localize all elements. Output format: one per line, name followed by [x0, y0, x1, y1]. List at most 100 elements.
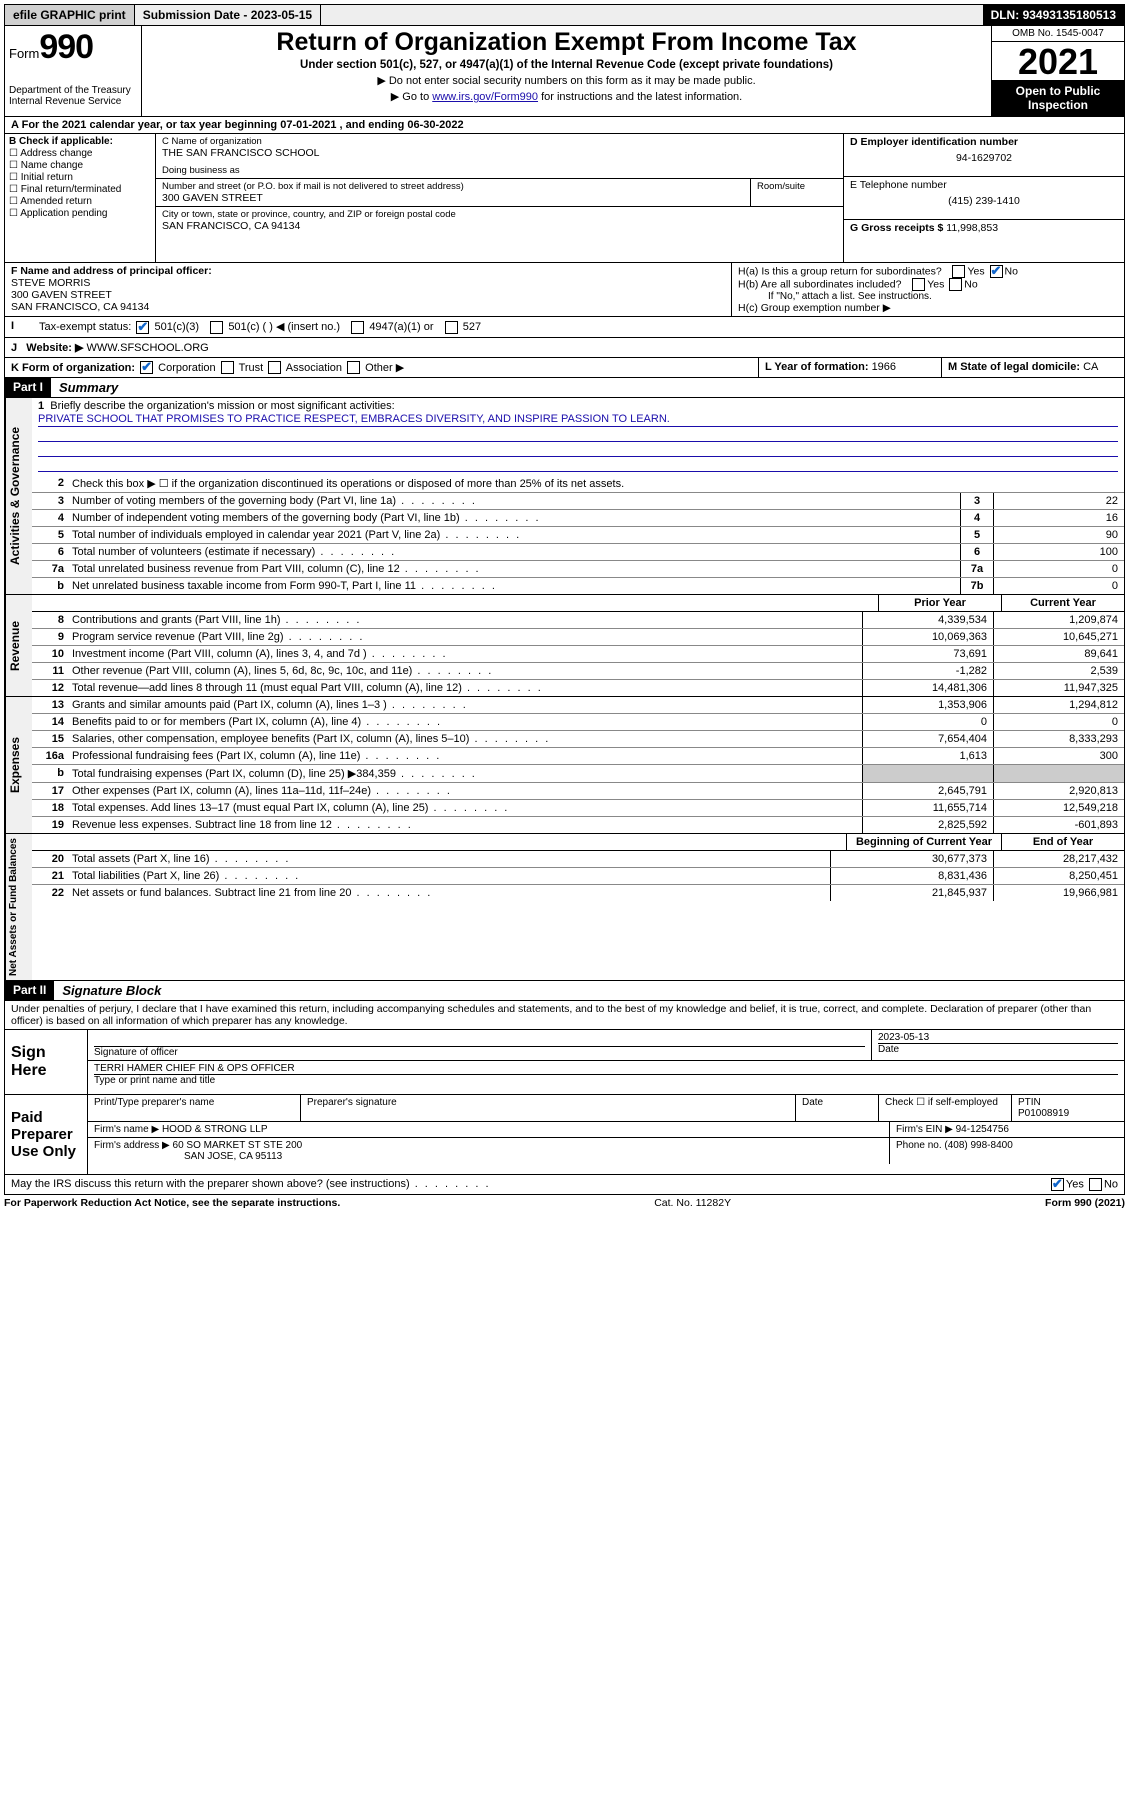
chk-address[interactable]: ☐ Address change — [9, 148, 151, 159]
prep-sig-lbl: Preparer's signature — [301, 1095, 796, 1121]
chk-amended[interactable]: ☐ Amended return — [9, 196, 151, 207]
firm-phone-lbl: Phone no. — [896, 1140, 944, 1151]
chk-application[interactable]: ☐ Application pending — [9, 208, 151, 219]
box-k: K Form of organization: Corporation Trus… — [5, 358, 758, 378]
header-left: Form990 Department of the Treasury Inter… — [5, 26, 142, 116]
street-row: Number and street (or P.O. box if mail i… — [156, 179, 843, 207]
note-link: ▶ Go to www.irs.gov/Form990 for instruct… — [148, 90, 985, 103]
firm-addr1: 60 SO MARKET ST STE 200 — [173, 1140, 303, 1151]
discuss-no[interactable] — [1089, 1178, 1102, 1191]
chk-name[interactable]: ☐ Name change — [9, 160, 151, 171]
k-other: Other ▶ — [365, 362, 404, 374]
box-e: E Telephone number (415) 239-1410 — [844, 177, 1124, 220]
hb-yes[interactable] — [912, 278, 925, 291]
chk-assoc[interactable] — [268, 361, 281, 374]
ptin-lbl: PTIN — [1018, 1097, 1041, 1108]
paid-prep-lbl: Paid Preparer Use Only — [5, 1095, 88, 1174]
declaration: Under penalties of perjury, I declare th… — [5, 1001, 1124, 1029]
firm-phone-cell: Phone no. (408) 998-8400 — [890, 1138, 1124, 1164]
submission-date: Submission Date - 2023-05-15 — [135, 5, 321, 25]
net-body: Beginning of Current Year End of Year 20… — [32, 834, 1124, 980]
discuss-yes[interactable] — [1051, 1178, 1064, 1191]
part2-header: Part II Signature Block — [4, 981, 1125, 1001]
org-name-row: C Name of organization THE SAN FRANCISCO… — [156, 134, 843, 179]
self-emp[interactable]: Check ☐ if self-employed — [879, 1095, 1012, 1121]
preparer-grid: Paid Preparer Use Only Print/Type prepar… — [5, 1094, 1124, 1174]
street-lbl: Number and street (or P.O. box if mail i… — [162, 181, 744, 192]
prior-hdr: Prior Year — [878, 595, 1001, 611]
period-b: , and ending — [336, 119, 407, 131]
ha-yes[interactable] — [952, 265, 965, 278]
vtab-net: Net Assets or Fund Balances — [5, 834, 32, 980]
dba-lbl: Doing business as — [162, 165, 837, 176]
chk-4947[interactable] — [351, 321, 364, 334]
signature-area: Under penalties of perjury, I declare th… — [4, 1001, 1125, 1175]
note-ssn: ▶ Do not enter social security numbers o… — [148, 74, 985, 87]
hc: H(c) Group exemption number ▶ — [738, 302, 1118, 314]
summary-line: 16aProfessional fundraising fees (Part I… — [32, 748, 1124, 765]
submission-label: Submission Date - — [143, 8, 251, 22]
m-lbl: M State of legal domicile: — [948, 361, 1083, 373]
sign-fields: Signature of officer 2023-05-13 Date TER… — [88, 1030, 1124, 1094]
type-name-lbl: Type or print name and title — [94, 1074, 1118, 1086]
mission-blank3 — [38, 458, 1118, 472]
footer-mid: Cat. No. 11282Y — [340, 1197, 1045, 1209]
gross-lbl: G Gross receipts $ — [850, 222, 946, 234]
firm-name-cell: Firm's name ▶ HOOD & STRONG LLP — [88, 1122, 890, 1137]
box-l: L Year of formation: 1966 — [758, 358, 941, 378]
summary-line: 22Net assets or fund balances. Subtract … — [32, 885, 1124, 901]
summary-line: 15Salaries, other compensation, employee… — [32, 731, 1124, 748]
o2: 501(c) ( ) ◀ (insert no.) — [228, 321, 340, 333]
chk-trust[interactable] — [221, 361, 234, 374]
summary-line: 3Number of voting members of the governi… — [32, 493, 1124, 510]
prep-name-lbl: Print/Type preparer's name — [88, 1095, 301, 1121]
row-ij: I Tax-exempt status: 501(c)(3) 501(c) ( … — [4, 317, 1125, 338]
mission-blank2 — [38, 443, 1118, 457]
box-f: F Name and address of principal officer:… — [5, 263, 732, 316]
chk-final-lbl: Final return/terminated — [21, 184, 122, 195]
city-lbl: City or town, state or province, country… — [162, 209, 837, 220]
ha-no[interactable] — [990, 265, 1003, 278]
irs-link[interactable]: www.irs.gov/Form990 — [432, 91, 538, 103]
line2: 2Check this box ▶ ☐ if the organization … — [32, 475, 1124, 493]
summary-line: 10Investment income (Part VIII, column (… — [32, 646, 1124, 663]
chk-other[interactable] — [347, 361, 360, 374]
rev-body: Prior Year Current Year 8Contributions a… — [32, 595, 1124, 696]
submission-value: 2023-05-15 — [251, 8, 312, 22]
org-name: THE SAN FRANCISCO SCHOOL — [162, 147, 837, 159]
form-title: Return of Organization Exempt From Incom… — [148, 28, 985, 57]
o4: 527 — [463, 321, 481, 333]
footer: For Paperwork Reduction Act Notice, see … — [4, 1195, 1125, 1211]
sig-officer-cell: Signature of officer — [88, 1030, 872, 1060]
hb-no[interactable] — [949, 278, 962, 291]
officer-street: 300 GAVEN STREET — [11, 289, 112, 301]
chk-501c[interactable] — [210, 321, 223, 334]
summary-line: bNet unrelated business taxable income f… — [32, 578, 1124, 594]
begin-hdr: Beginning of Current Year — [846, 834, 1001, 850]
ptin-val: P01008919 — [1018, 1108, 1069, 1119]
chk-addr-lbl: Address change — [20, 148, 92, 159]
chk-527[interactable] — [445, 321, 458, 334]
efile-print-button[interactable]: efile GRAPHIC print — [5, 5, 135, 25]
city-row: City or town, state or province, country… — [156, 207, 843, 234]
k-lbl: K Form of organization: — [11, 362, 135, 374]
dept-treasury: Department of the Treasury — [9, 85, 137, 96]
sig-date-cell: 2023-05-13 Date — [872, 1030, 1124, 1060]
sign-here-lbl: Sign Here — [5, 1030, 88, 1094]
line2-txt: Check this box ▶ ☐ if the organization d… — [68, 475, 1124, 492]
summary-line: 8Contributions and grants (Part VIII, li… — [32, 612, 1124, 629]
open-inspection: Open to Public Inspection — [992, 80, 1124, 116]
chk-corp[interactable] — [140, 361, 153, 374]
chk-initial[interactable]: ☐ Initial return — [9, 172, 151, 183]
box-g: G Gross receipts $ 11,998,853 — [844, 220, 1124, 262]
chk-final[interactable]: ☐ Final return/terminated — [9, 184, 151, 195]
period-a: For the 2021 calendar year, or tax year … — [22, 119, 281, 131]
rev-block: Revenue Prior Year Current Year 8Contrib… — [4, 595, 1125, 697]
city-val: SAN FRANCISCO, CA 94134 — [162, 220, 837, 232]
period-begin: 07-01-2021 — [280, 119, 336, 131]
box-b-hdr: B Check if applicable: — [9, 136, 113, 147]
summary-line: 19Revenue less expenses. Subtract line 1… — [32, 817, 1124, 833]
chk-501c3[interactable] — [136, 321, 149, 334]
officer-name-cell: TERRI HAMER CHIEF FIN & OPS OFFICER Type… — [88, 1061, 1124, 1088]
firm-ein-lbl: Firm's EIN ▶ — [896, 1124, 953, 1135]
